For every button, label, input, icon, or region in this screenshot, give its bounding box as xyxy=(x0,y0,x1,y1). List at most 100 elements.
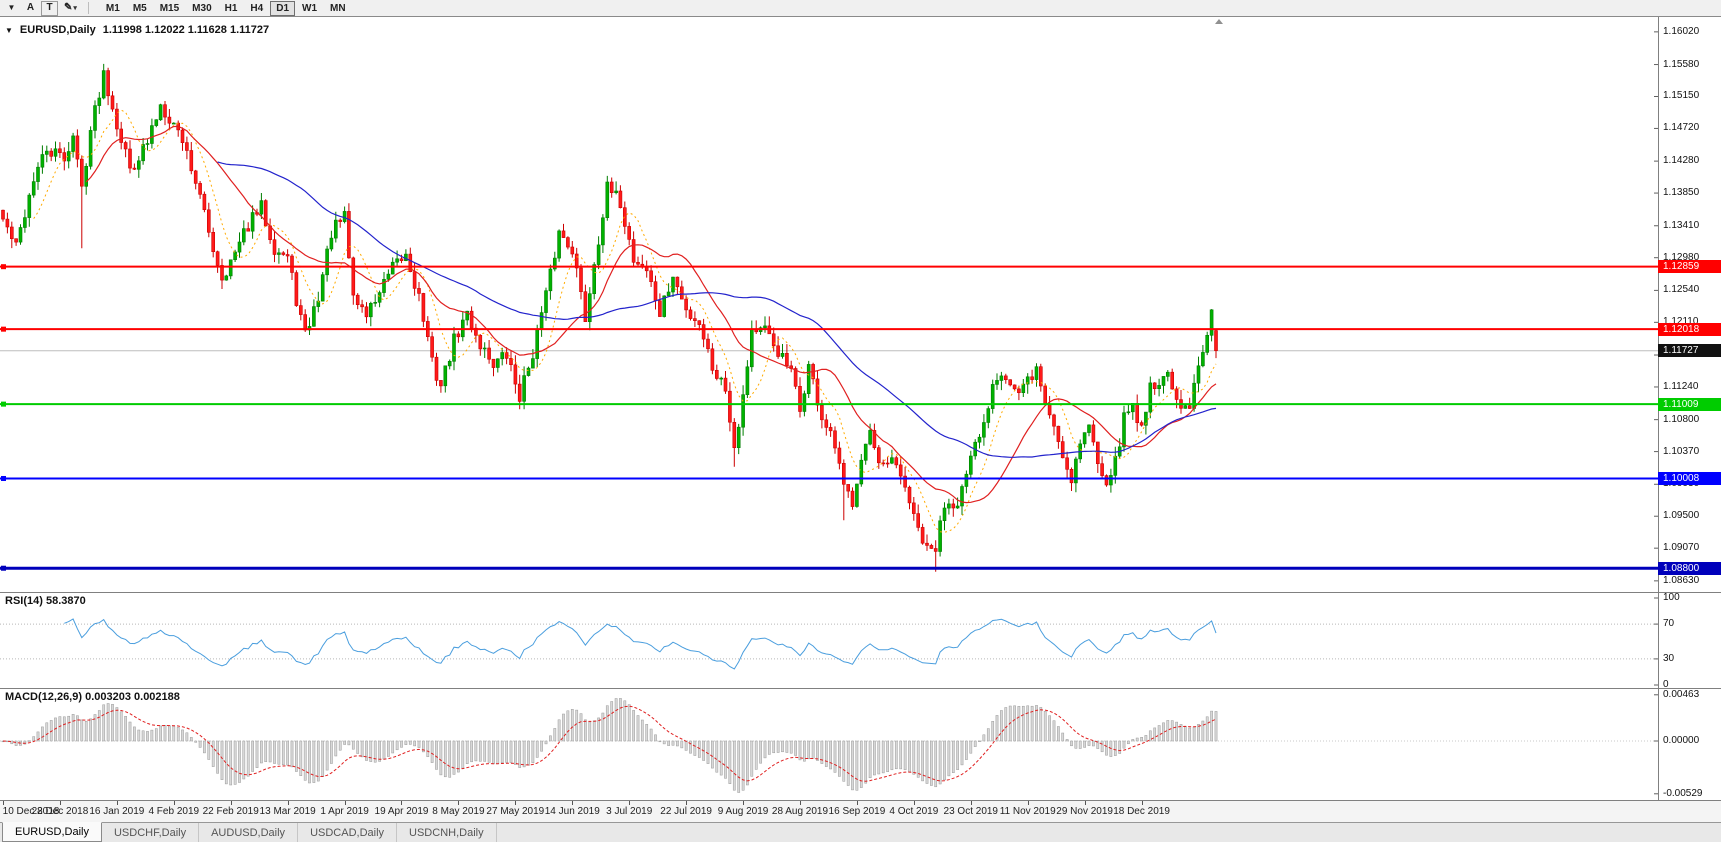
ma-20-line xyxy=(85,125,1217,504)
axis-tick: 1.09500 xyxy=(1663,510,1700,522)
collapse-triangle-icon: ▼ xyxy=(5,25,13,35)
macd-signal-line xyxy=(2,705,1217,782)
time-tick xyxy=(230,801,232,805)
hline-handle[interactable] xyxy=(1,475,6,481)
axis-tick: 1.10370 xyxy=(1663,445,1700,457)
time-tick xyxy=(1027,801,1029,805)
axis-tick: 1.12980 xyxy=(1663,251,1700,263)
timeframe-button-m15[interactable]: M15 xyxy=(154,1,185,16)
chart-toolbar: ▼ A T ✎ ▾ M1 M5 M15 M30 H1 H4 D1 W1 MN xyxy=(0,0,1721,17)
chevron-down-icon: ▾ xyxy=(73,4,77,12)
draw-tool-button[interactable]: ✎ ▾ xyxy=(60,1,81,16)
ohlc-values: 1.11998 1.12022 1.11628 1.11727 xyxy=(102,24,270,36)
axis-tick: 1.10800 xyxy=(1663,413,1700,425)
hline-handle[interactable] xyxy=(1,401,6,407)
chart-menu-dropdown-button[interactable]: ▼ xyxy=(3,1,20,16)
price-label-1.10008: 1.10008 xyxy=(1658,471,1721,485)
axis-tick: 1.14280 xyxy=(1663,155,1700,167)
time-axis-label: 11 Nov 2019 xyxy=(999,806,1056,817)
tab-audusd[interactable]: AUDUSD,Daily xyxy=(199,823,299,842)
hline-handle[interactable] xyxy=(1,326,6,332)
timeframe-button-mn[interactable]: MN xyxy=(324,1,352,16)
axis-tick: 70 xyxy=(1663,618,1675,630)
axis-tick: 1.12540 xyxy=(1663,284,1700,296)
time-axis-label: 22 Jul 2019 xyxy=(660,806,712,817)
time-axis-label: 14 Jun 2019 xyxy=(544,806,600,817)
time-axis-label: 28 Dec 2018 xyxy=(31,806,89,817)
hline-handle[interactable] xyxy=(1,565,6,571)
time-axis-label: 19 Apr 2019 xyxy=(374,806,429,817)
tab-usdcnh[interactable]: USDCNH,Daily xyxy=(397,823,497,842)
axis-tick: 30 xyxy=(1663,652,1675,664)
text-tool-button[interactable]: T xyxy=(41,0,58,16)
timeframe-button-d1[interactable]: D1 xyxy=(270,0,296,16)
time-axis-label: 4 Feb 2019 xyxy=(148,806,200,817)
macd-indicator-label: MACD(12,26,9) 0.003203 0.002188 xyxy=(5,691,180,703)
time-tick xyxy=(1084,801,1086,805)
time-axis-label: 18 Dec 2019 xyxy=(1113,806,1170,817)
price-label-1.11009: 1.11009 xyxy=(1658,397,1721,411)
time-tick xyxy=(970,801,972,805)
axis-tick: 1.16020 xyxy=(1663,25,1700,37)
ma-50-line xyxy=(217,161,1217,458)
axis-tick: 1.14720 xyxy=(1663,122,1700,134)
time-tick xyxy=(344,801,346,805)
axis-tick: 1.15580 xyxy=(1663,58,1700,70)
axis-tick: 1.13850 xyxy=(1663,187,1700,199)
time-axis-label: 16 Jan 2019 xyxy=(89,806,145,817)
time-tick xyxy=(116,801,118,805)
tab-eurusd[interactable]: EURUSD,Daily xyxy=(2,822,102,842)
axis-tick: 1.09070 xyxy=(1663,542,1700,554)
time-tick xyxy=(59,801,61,805)
chart-window: ▼ EURUSD,Daily 1.11998 1.12022 1.11628 1… xyxy=(0,17,1721,822)
time-tick xyxy=(686,801,688,805)
time-tick xyxy=(572,801,574,805)
time-tick xyxy=(629,801,631,805)
time-tick xyxy=(799,801,801,805)
time-axis-label: 23 Oct 2019 xyxy=(943,806,998,817)
tab-usdchf[interactable]: USDCHF,Daily xyxy=(102,823,200,842)
timeframe-button-m1[interactable]: M1 xyxy=(100,1,126,16)
price-label-1.12018: 1.12018 xyxy=(1658,322,1721,336)
time-axis-label: 29 Nov 2019 xyxy=(1056,806,1113,817)
time-tick xyxy=(743,801,745,805)
time-axis-label: 10 Dec 2018 xyxy=(2,806,60,817)
axis-tick: 1.08630 xyxy=(1663,574,1700,586)
chart-tab-bar: EURUSD,Daily USDCHF,Daily AUDUSD,Daily USDC… xyxy=(0,822,1721,842)
tab-usdcad[interactable]: USDCAD,Daily xyxy=(298,823,398,842)
axis-tick: 0.00463 xyxy=(1663,688,1700,700)
timeframe-button-m5[interactable]: M5 xyxy=(127,1,153,16)
chart-canvas[interactable] xyxy=(0,17,1721,822)
axis-tick: -0.00529 xyxy=(1663,787,1703,799)
hline-handle[interactable] xyxy=(1,264,6,270)
time-tick xyxy=(458,801,460,805)
time-axis-label: 22 Feb 2019 xyxy=(202,806,259,817)
time-axis-label: 27 May 2019 xyxy=(486,806,545,817)
time-tick xyxy=(287,801,289,805)
timeframe-button-h1[interactable]: H1 xyxy=(219,1,244,16)
price-axis[interactable]: 1.16020 1.15580 1.15150 1.14720 1.14280 1.138… xyxy=(1658,17,1721,800)
timeframe-buttons: M1 M5 M15 M30 H1 H4 D1 W1 MN xyxy=(100,0,352,16)
axis-tick: 0 xyxy=(1663,679,1669,690)
chart-shift-marker-icon xyxy=(1215,19,1223,24)
time-axis[interactable]: 10 Dec 2018 28 Dec 2018 16 Jan 2019 4 Feb 2… xyxy=(0,800,1721,822)
timeframe-button-h4[interactable]: H4 xyxy=(244,1,269,16)
timeframe-button-w1[interactable]: W1 xyxy=(296,1,323,16)
time-tick xyxy=(401,801,403,805)
axis-tick: 1.13410 xyxy=(1663,219,1700,231)
axis-tick: 1.15150 xyxy=(1663,90,1700,102)
axis-tick: 100 xyxy=(1663,592,1680,603)
time-tick xyxy=(913,801,915,805)
time-axis-label: 9 Aug 2019 xyxy=(717,806,769,817)
axis-tick: 1.11240 xyxy=(1663,380,1699,392)
rsi-indicator-label: RSI(14) 58.3870 xyxy=(5,595,86,607)
time-axis-label: 13 Mar 2019 xyxy=(259,806,316,817)
time-axis-label: 28 Aug 2019 xyxy=(771,806,829,817)
timeframe-button-m30[interactable]: M30 xyxy=(186,1,217,16)
chart-header: ▼ EURUSD,Daily 1.11998 1.12022 1.11628 1… xyxy=(5,24,269,36)
annotation-button[interactable]: A xyxy=(22,1,39,16)
time-tick xyxy=(515,801,517,805)
symbol-label: EURUSD,Daily xyxy=(19,24,96,36)
chevron-down-icon: ▼ xyxy=(7,3,16,12)
time-tick xyxy=(856,801,858,805)
